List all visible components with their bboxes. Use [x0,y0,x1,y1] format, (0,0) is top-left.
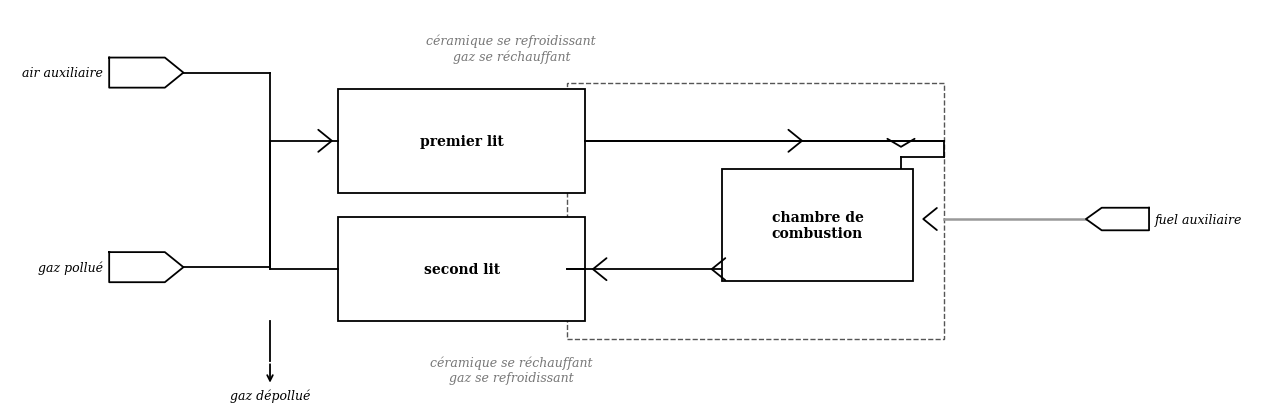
Bar [567,83,944,339]
Bar [338,217,586,322]
Text: air auxiliaire: air auxiliaire [23,67,103,80]
Text: gaz pollué: gaz pollué [38,261,103,274]
Text: chambre de
combustion: chambre de combustion [771,211,863,241]
Text: fuel auxiliaire: fuel auxiliaire [1155,213,1243,226]
Text: second lit: second lit [424,262,500,277]
Text: gaz dépollué: gaz dépollué [230,389,310,402]
Text: céramique se réchauffant
gaz se refroidissant: céramique se réchauffant gaz se refroidi… [430,355,593,384]
Text: premier lit: premier lit [420,134,504,148]
Text: céramique se refroidissant
gaz se réchauffant: céramique se refroidissant gaz se réchau… [427,35,596,64]
Bar [338,90,586,194]
Bar [722,169,914,281]
